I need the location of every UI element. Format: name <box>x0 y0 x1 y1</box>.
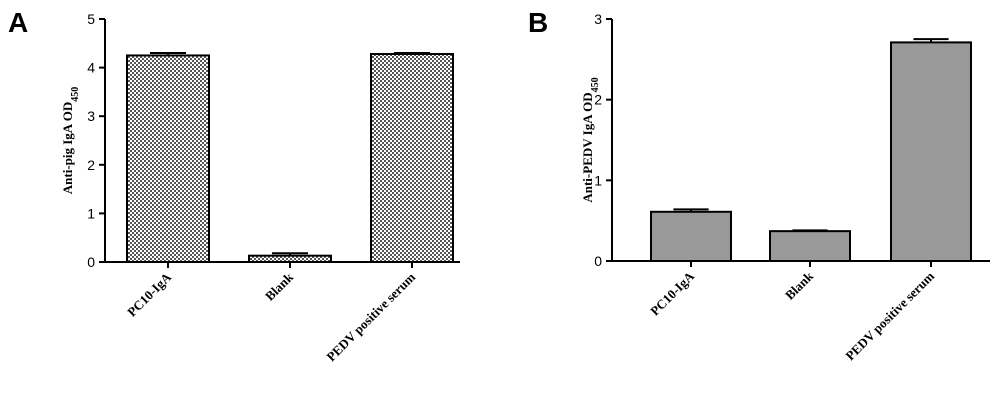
y-tick-label: 3 <box>594 11 602 27</box>
x-tick-label: PC10-IgA <box>124 269 174 319</box>
y-axis-label: Anti-PEDV IgA OD450 <box>580 77 601 202</box>
bar <box>890 41 972 263</box>
y-tick-label: 1 <box>87 205 95 221</box>
y-axis-label-main: Anti-pig IgA OD <box>60 102 75 194</box>
x-tick-label: PEDV positive serum <box>323 269 418 364</box>
y-tick-label: 4 <box>87 60 95 76</box>
y-axis-label-main: Anti-PEDV IgA OD <box>580 92 595 202</box>
y-axis-label: Anti-pig IgA OD450 <box>60 87 81 194</box>
y-tick-label: 0 <box>594 253 602 269</box>
y-tick-label: 5 <box>87 11 95 27</box>
bar <box>248 254 332 264</box>
y-tick-label: 3 <box>87 108 95 124</box>
x-tick-label: PEDV positive serum <box>842 268 937 363</box>
y-axis-label-sub: 450 <box>70 87 81 102</box>
bar <box>126 54 210 264</box>
bar <box>370 52 454 263</box>
x-tick-label: Blank <box>262 269 297 304</box>
y-tick-label: 1 <box>594 172 602 188</box>
x-tick-label: Blank <box>782 268 817 303</box>
y-axis-label-sub: 450 <box>590 77 601 92</box>
bar <box>769 230 851 263</box>
panel-label: B <box>528 7 548 38</box>
y-tick-label: 0 <box>87 254 95 270</box>
panel-label: A <box>8 7 28 38</box>
bar <box>650 210 732 262</box>
y-tick-label: 2 <box>87 157 95 173</box>
y-tick-label: 2 <box>594 92 602 108</box>
x-tick-label: PC10-IgA <box>647 268 697 318</box>
